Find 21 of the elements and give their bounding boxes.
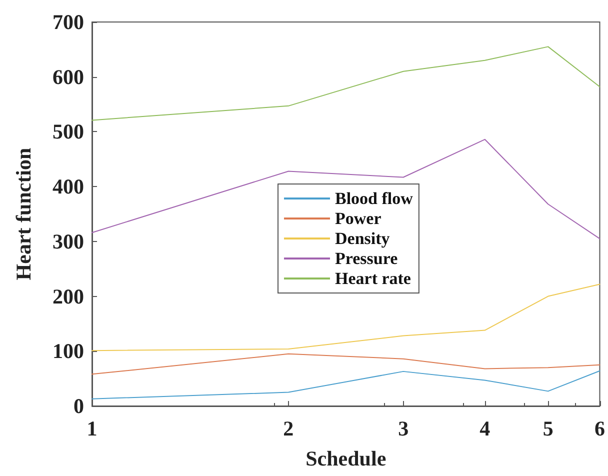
- x-axis-title: Schedule: [306, 446, 386, 470]
- y-tick-label: 100: [52, 339, 84, 364]
- x-tick-label: 4: [480, 416, 491, 440]
- x-tick-label: 6: [594, 416, 605, 440]
- y-tick-label: 300: [52, 229, 84, 254]
- y-tick-label: 700: [52, 10, 84, 34]
- x-tick-label: 3: [398, 416, 409, 440]
- legend-label: Power: [335, 209, 382, 228]
- y-axis-title: Heart function: [12, 147, 36, 280]
- legend-label: Heart rate: [335, 269, 412, 288]
- x-tick-label: 1: [86, 416, 98, 440]
- y-tick-label: 200: [52, 284, 84, 308]
- y-tick-label: 400: [52, 174, 84, 199]
- y-tick-label: 0: [74, 394, 84, 418]
- x-tick-label: 2: [283, 416, 294, 440]
- legend-label: Density: [335, 229, 390, 248]
- x-tick-label: 5: [542, 416, 554, 440]
- y-tick-label: 600: [52, 64, 84, 89]
- y-tick-label: 500: [52, 120, 84, 144]
- legend-label: Blood flow: [335, 189, 414, 208]
- legend-label: Pressure: [335, 249, 398, 268]
